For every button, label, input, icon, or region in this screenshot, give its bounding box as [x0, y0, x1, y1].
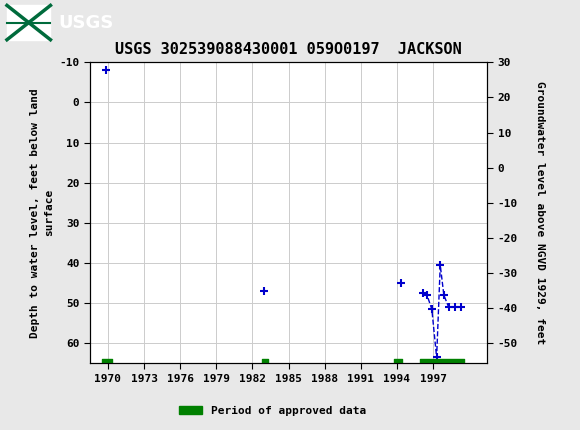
Title: USGS 302539088430001 059O0197  JACKSON: USGS 302539088430001 059O0197 JACKSON: [115, 42, 462, 57]
Y-axis label: Groundwater level above NGVD 1929, feet: Groundwater level above NGVD 1929, feet: [535, 81, 545, 344]
Y-axis label: Depth to water level, feet below land
surface: Depth to water level, feet below land su…: [31, 88, 54, 338]
Bar: [7, 6, 50, 40]
Text: USGS: USGS: [58, 14, 113, 31]
Legend: Period of approved data: Period of approved data: [175, 401, 370, 420]
